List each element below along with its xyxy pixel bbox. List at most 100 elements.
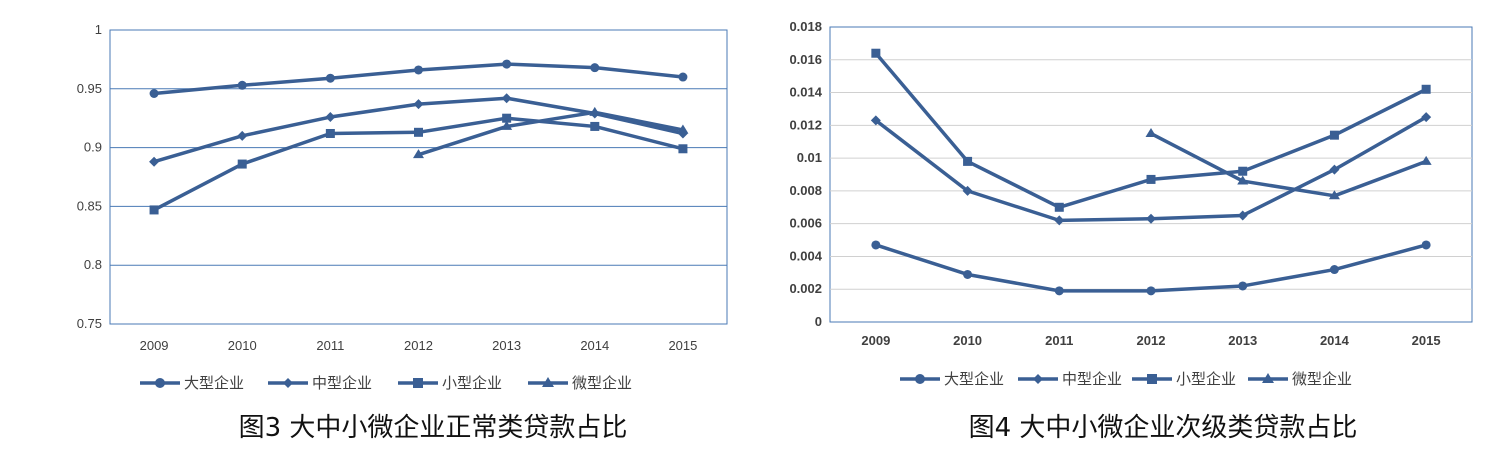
series-line [875, 243, 1427, 293]
y-tick-label: 0.016 [789, 52, 822, 67]
data-point [1054, 215, 1065, 226]
legend-marker [155, 378, 165, 388]
y-tick-label: 0.9 [84, 140, 102, 155]
legend-marker [542, 377, 554, 387]
legend-marker [1262, 373, 1274, 383]
data-point [1421, 240, 1431, 250]
data-point [237, 80, 247, 90]
y-tick-label: 0.004 [789, 248, 822, 263]
series-circle [871, 240, 1431, 296]
y-tick-label: 0.008 [789, 183, 822, 198]
data-point [237, 130, 248, 141]
x-tick-label: 2013 [1228, 333, 1257, 348]
chart-caption: 图3 大中小微企业正常类贷款占比 [239, 413, 628, 443]
data-point [149, 89, 159, 99]
legend-label: 大型企业 [944, 370, 1004, 388]
x-tick-label: 2015 [1412, 333, 1441, 348]
legend-marker [413, 378, 423, 388]
data-point [414, 127, 423, 137]
data-point [1421, 84, 1431, 94]
x-tick-label: 2009 [861, 333, 890, 348]
data-point [678, 72, 688, 82]
data-point [237, 159, 247, 169]
data-point [149, 205, 159, 215]
data-point [414, 65, 423, 75]
data-point [325, 112, 336, 123]
y-tick-label: 1 [95, 22, 102, 37]
data-point [1145, 128, 1157, 138]
data-point [1238, 166, 1248, 176]
data-point [1237, 210, 1248, 221]
series-triangle [1145, 128, 1432, 200]
data-point [963, 269, 973, 279]
data-point [1238, 281, 1248, 291]
plot-frame [109, 29, 728, 325]
data-point [677, 124, 689, 134]
x-tick-label: 2010 [228, 338, 257, 353]
chart-3: 0.75 0.8 0.85 0.9 0.95 1 2009 2010 2011 2012 2013 2… [77, 22, 728, 443]
x-tick-label: 2013 [492, 338, 521, 353]
data-point [1237, 175, 1249, 185]
legend-marker [1033, 374, 1043, 384]
y-tick-label: 0 [815, 314, 822, 329]
data-point [678, 144, 688, 154]
data-point [501, 120, 513, 130]
data-point [589, 106, 601, 116]
data-point [1054, 202, 1064, 212]
plot-frame [829, 26, 1473, 323]
x-tick-label: 2011 [1045, 333, 1073, 348]
series-square [149, 113, 688, 215]
data-point [1421, 112, 1432, 123]
y-tick-label: 0.002 [789, 281, 822, 296]
y-tick-label: 0.006 [789, 216, 822, 231]
data-point [413, 149, 424, 159]
y-tick-label: 0.01 [797, 150, 822, 165]
x-tick-label: 2014 [580, 338, 609, 353]
data-point [590, 121, 600, 131]
data-point [325, 128, 335, 138]
data-point [1146, 213, 1156, 224]
data-point [502, 59, 512, 69]
data-point [413, 99, 424, 110]
x-tick-label: 2010 [953, 333, 982, 348]
data-point [1146, 286, 1156, 296]
legend-marker [1147, 374, 1157, 384]
y-tick-label: 0.85 [77, 198, 102, 213]
chart-caption: 图4 大中小微企业次级类贷款占比 [969, 413, 1358, 443]
series-line [1150, 131, 1427, 198]
legend-label: 中型企业 [312, 374, 372, 392]
x-tick-label: 2009 [140, 338, 169, 353]
data-point [870, 115, 881, 126]
x-tick-label: 2012 [404, 338, 433, 353]
legend-label: 中型企业 [1062, 370, 1122, 388]
data-point [1420, 155, 1432, 165]
y-tick-label: 0.012 [789, 117, 822, 132]
y-tick-label: 0.95 [77, 81, 102, 96]
legend-marker [283, 378, 293, 388]
legend-label: 大型企业 [184, 374, 244, 392]
data-point [1328, 190, 1340, 200]
data-point [963, 156, 973, 166]
chart-4: 0 0.002 0.004 0.006 0.008 0.01 0.012 0.014 0.016… [789, 19, 1473, 443]
x-tick-label: 2014 [1320, 333, 1350, 348]
data-point [502, 113, 512, 123]
x-tick-label: 2012 [1137, 333, 1166, 348]
data-point [871, 240, 881, 250]
series-circle [149, 59, 688, 99]
data-point [1146, 174, 1156, 184]
series-square [871, 48, 1431, 212]
data-point [871, 48, 881, 58]
legend-label: 微型企业 [1292, 370, 1352, 388]
data-point [501, 93, 512, 104]
y-tick-label: 0.018 [789, 19, 822, 34]
legend-label: 小型企业 [1176, 370, 1236, 388]
data-point [1329, 265, 1339, 275]
x-tick-label: 2011 [316, 338, 344, 353]
legend-label: 微型企业 [572, 374, 632, 392]
y-tick-label: 0.8 [84, 257, 102, 272]
y-tick-label: 0.75 [77, 316, 102, 331]
series-diamond [870, 112, 1432, 226]
data-point [1054, 286, 1064, 296]
x-tick-label: 2015 [668, 338, 697, 353]
